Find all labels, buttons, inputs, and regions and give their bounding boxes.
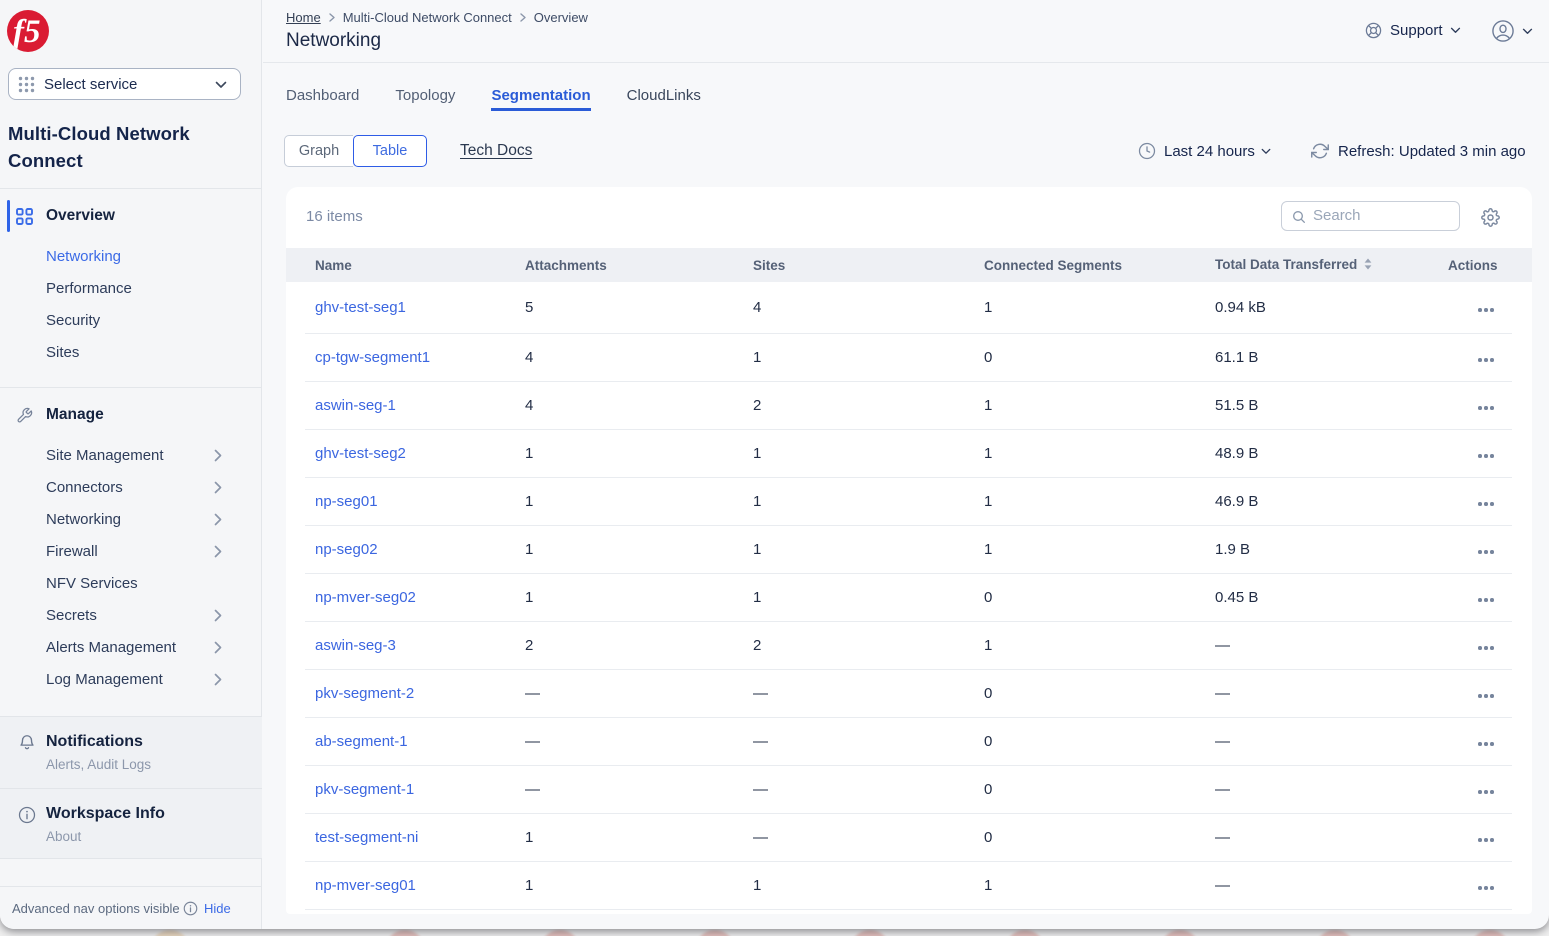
svg-text:f5: f5 (13, 14, 41, 50)
